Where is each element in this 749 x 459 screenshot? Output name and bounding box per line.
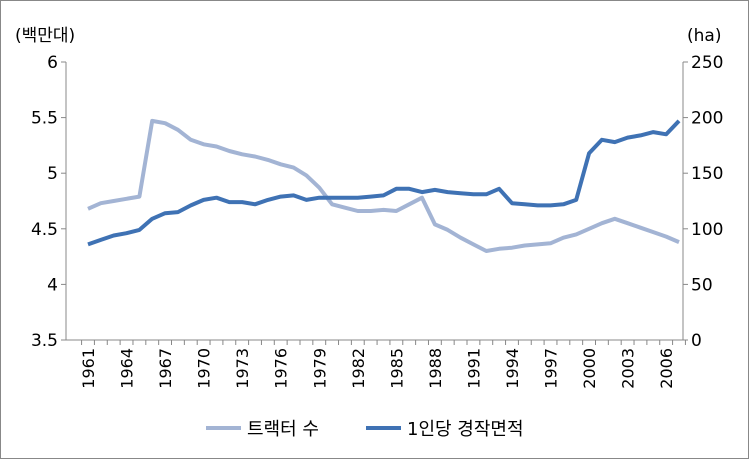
left-tick-label: 5.5 bbox=[31, 109, 58, 129]
left-tick-label: 3.5 bbox=[31, 331, 58, 351]
x-tick-label: 1979 bbox=[310, 348, 329, 389]
x-tick-label: 1988 bbox=[426, 348, 445, 389]
x-tick-label: 1985 bbox=[387, 348, 406, 389]
series-line-area bbox=[87, 119, 681, 247]
x-tick-label: 2003 bbox=[619, 348, 638, 389]
x-tick-label: 1973 bbox=[233, 348, 252, 389]
left-tick-label: 6 bbox=[47, 53, 58, 73]
x-tick-label: 1997 bbox=[542, 348, 561, 389]
right-tick-label: 150 bbox=[691, 164, 723, 184]
right-tick-label: 0 bbox=[691, 331, 702, 351]
x-tick-label: 1964 bbox=[118, 348, 137, 389]
legend-label-tractors: 트랙터 수 bbox=[247, 419, 319, 440]
x-tick-label: 1976 bbox=[272, 348, 291, 389]
x-tick-label: 1982 bbox=[349, 348, 368, 389]
x-tick-label: 1991 bbox=[464, 348, 483, 389]
left-tick-label: 4.5 bbox=[31, 220, 58, 240]
legend-label-area: 1인당 경작면적 bbox=[407, 419, 524, 440]
right-tick-label: 100 bbox=[691, 220, 723, 240]
left-axis-unit: (백만대) bbox=[15, 26, 75, 46]
x-tick-label: 1970 bbox=[195, 348, 214, 389]
x-tick-label: 1961 bbox=[79, 348, 98, 389]
right-tick-label: 50 bbox=[691, 275, 713, 295]
x-tick-label: 2000 bbox=[580, 348, 599, 389]
right-axis-unit: (ha) bbox=[687, 26, 721, 46]
right-tick-label: 250 bbox=[691, 53, 723, 73]
x-tick-label: 2006 bbox=[657, 348, 676, 389]
legend: 트랙터 수 1인당 경작면적 bbox=[206, 419, 524, 440]
series-line-tractors bbox=[87, 118, 680, 253]
left-tick-label: 4 bbox=[47, 275, 58, 295]
x-tick-label: 1967 bbox=[156, 348, 175, 389]
right-tick-label: 200 bbox=[691, 109, 723, 129]
x-tick-label: 1994 bbox=[503, 348, 522, 389]
left-tick-label: 5 bbox=[47, 164, 58, 184]
